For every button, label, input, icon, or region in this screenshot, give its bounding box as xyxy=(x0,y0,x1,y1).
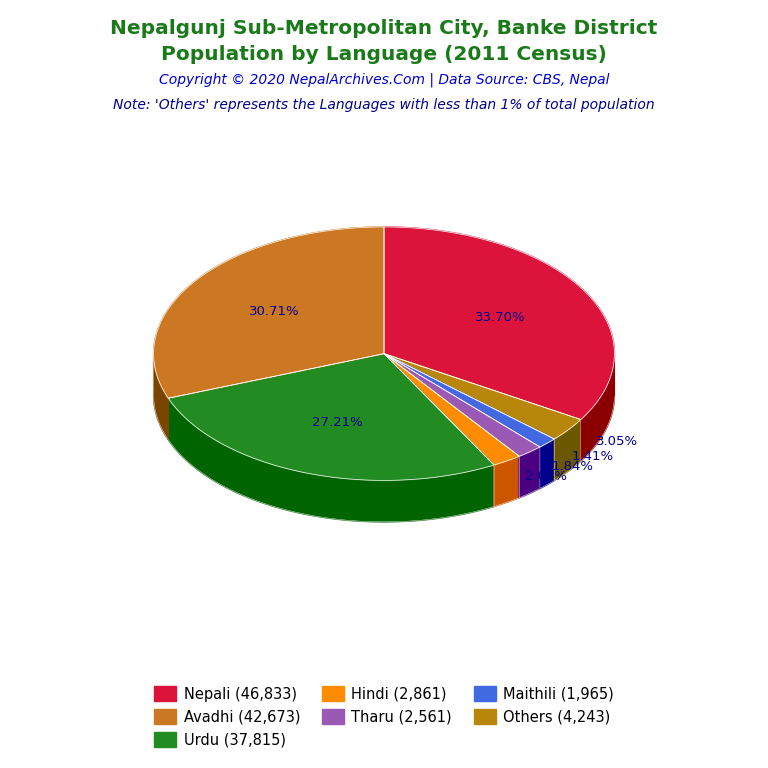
Polygon shape xyxy=(519,447,540,498)
Polygon shape xyxy=(384,227,614,419)
Text: 1.41%: 1.41% xyxy=(571,450,614,463)
Polygon shape xyxy=(540,439,554,488)
Text: Note: 'Others' represents the Languages with less than 1% of total population: Note: 'Others' represents the Languages … xyxy=(113,98,655,112)
Text: 33.70%: 33.70% xyxy=(475,311,526,324)
Polygon shape xyxy=(384,353,581,439)
Text: 3.05%: 3.05% xyxy=(596,435,638,448)
Polygon shape xyxy=(168,353,494,480)
Text: 1.84%: 1.84% xyxy=(551,460,594,473)
Text: 27.21%: 27.21% xyxy=(312,416,362,429)
Text: Population by Language (2011 Census): Population by Language (2011 Census) xyxy=(161,45,607,64)
Text: 2.06%: 2.06% xyxy=(525,471,568,483)
Polygon shape xyxy=(494,456,519,506)
Text: Copyright © 2020 NepalArchives.Com | Data Source: CBS, Nepal: Copyright © 2020 NepalArchives.Com | Dat… xyxy=(159,73,609,88)
Polygon shape xyxy=(384,353,540,456)
Polygon shape xyxy=(154,356,168,439)
Polygon shape xyxy=(384,353,554,447)
Polygon shape xyxy=(168,398,494,521)
Text: Nepalgunj Sub-Metropolitan City, Banke District: Nepalgunj Sub-Metropolitan City, Banke D… xyxy=(111,19,657,38)
Text: 30.71%: 30.71% xyxy=(249,306,300,318)
Legend: Nepali (46,833), Avadhi (42,673), Urdu (37,815), Hindi (2,861), Tharu (2,561), M: Nepali (46,833), Avadhi (42,673), Urdu (… xyxy=(148,680,620,753)
Polygon shape xyxy=(384,353,519,465)
Polygon shape xyxy=(554,419,581,481)
Polygon shape xyxy=(154,227,384,398)
Polygon shape xyxy=(581,355,614,461)
